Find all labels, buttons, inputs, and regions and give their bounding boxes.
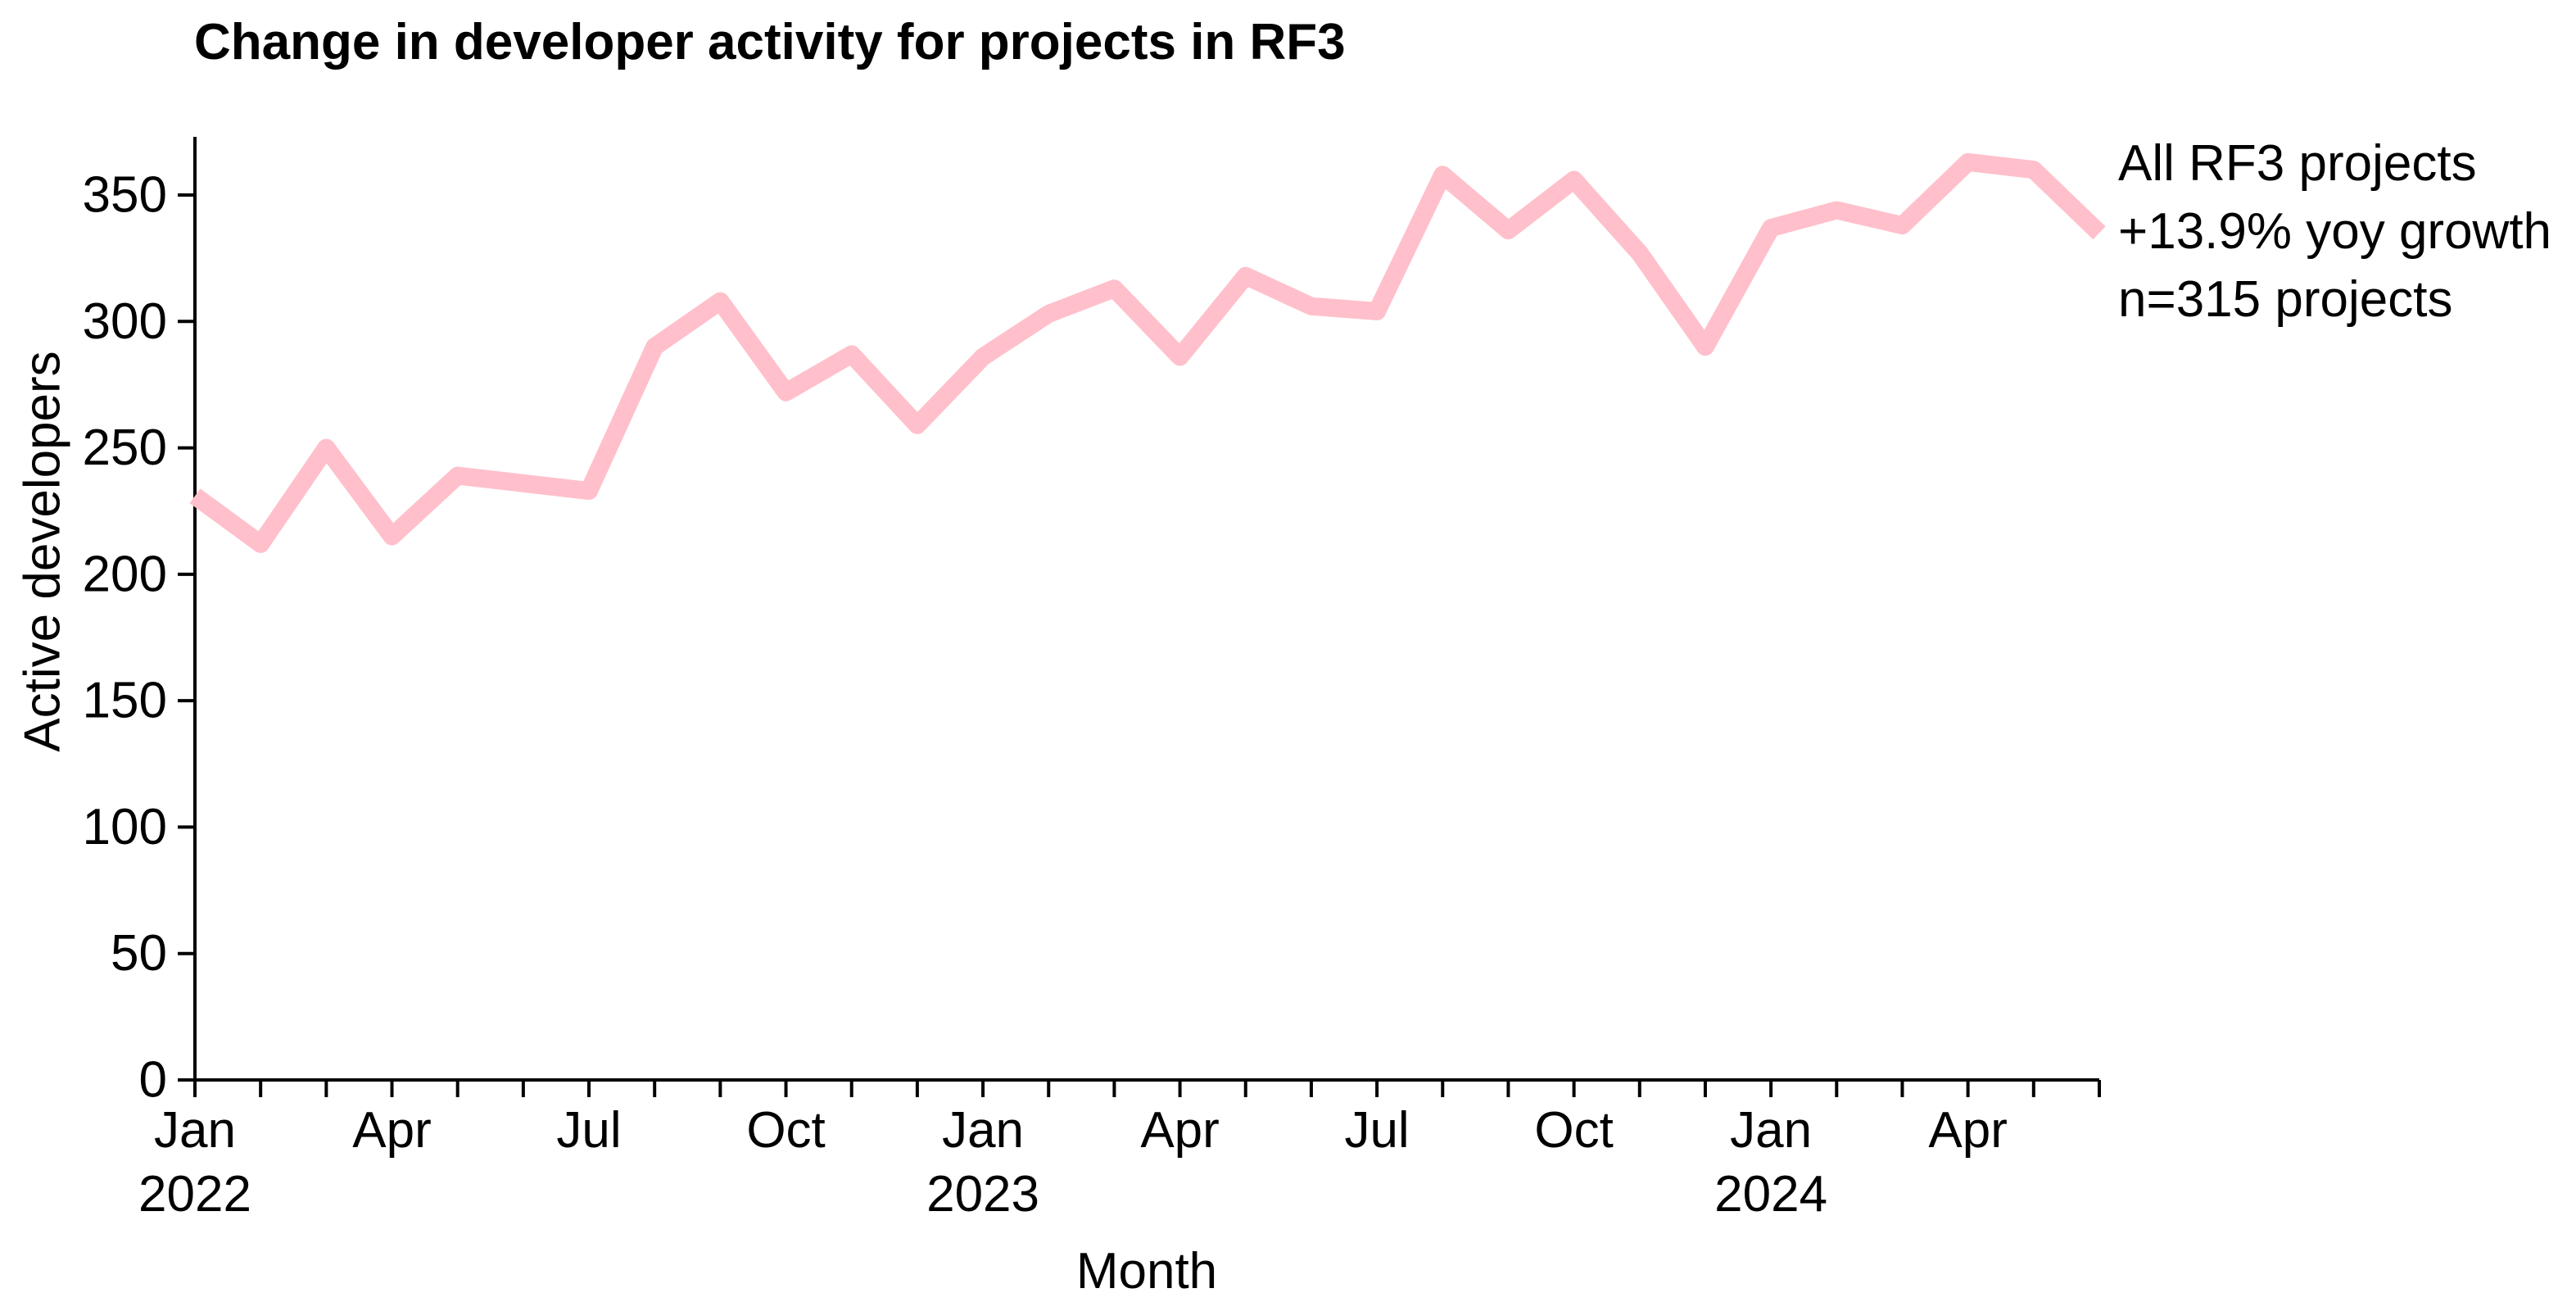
- page-title: Change in developer activity for project…: [194, 14, 1346, 70]
- x-tick-label: Apr: [352, 1102, 431, 1159]
- y-tick-label: 50: [111, 925, 167, 982]
- x-tick-label: Jan: [154, 1102, 236, 1159]
- y-tick-label: 0: [139, 1052, 167, 1109]
- x-axis-label: Month: [1075, 1243, 1218, 1293]
- activity-line: [189, 152, 2106, 553]
- y-axis-label: Active developers: [14, 351, 71, 752]
- x-tick-year-label: 2024: [1714, 1166, 1827, 1223]
- x-tick-year-label: 2023: [926, 1166, 1039, 1223]
- y-tick-label: 100: [83, 799, 167, 855]
- y-tick-label: 250: [83, 420, 167, 476]
- x-tick-label: Apr: [1140, 1102, 1219, 1159]
- y-tick-label: 200: [83, 546, 167, 602]
- y-tick-label: 350: [83, 167, 167, 224]
- x-tick-label: Oct: [746, 1102, 825, 1159]
- series-annotation: All RF3 projects +13.9% yoy growth n=315…: [2118, 129, 2551, 333]
- x-tick-label: Jan: [1730, 1102, 1812, 1159]
- x-tick-label: Jul: [1344, 1102, 1409, 1159]
- x-tick-year-label: 2022: [138, 1166, 251, 1223]
- x-tick-label: Jul: [556, 1102, 621, 1159]
- x-tick-label: Oct: [1534, 1102, 1613, 1159]
- annotation-line-2: +13.9% yoy growth: [2118, 203, 2552, 260]
- x-tick-label: Apr: [1928, 1102, 2007, 1159]
- y-tick-label: 150: [83, 673, 167, 729]
- annotation-line-3: n=315 projects: [2118, 271, 2453, 328]
- y-tick-label: 300: [83, 293, 167, 350]
- x-tick-label: Jan: [942, 1102, 1024, 1159]
- annotation-line-1: All RF3 projects: [2118, 135, 2477, 192]
